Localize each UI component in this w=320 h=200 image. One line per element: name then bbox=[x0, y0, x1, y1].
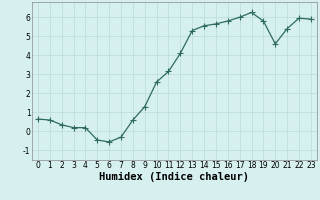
X-axis label: Humidex (Indice chaleur): Humidex (Indice chaleur) bbox=[100, 172, 249, 182]
